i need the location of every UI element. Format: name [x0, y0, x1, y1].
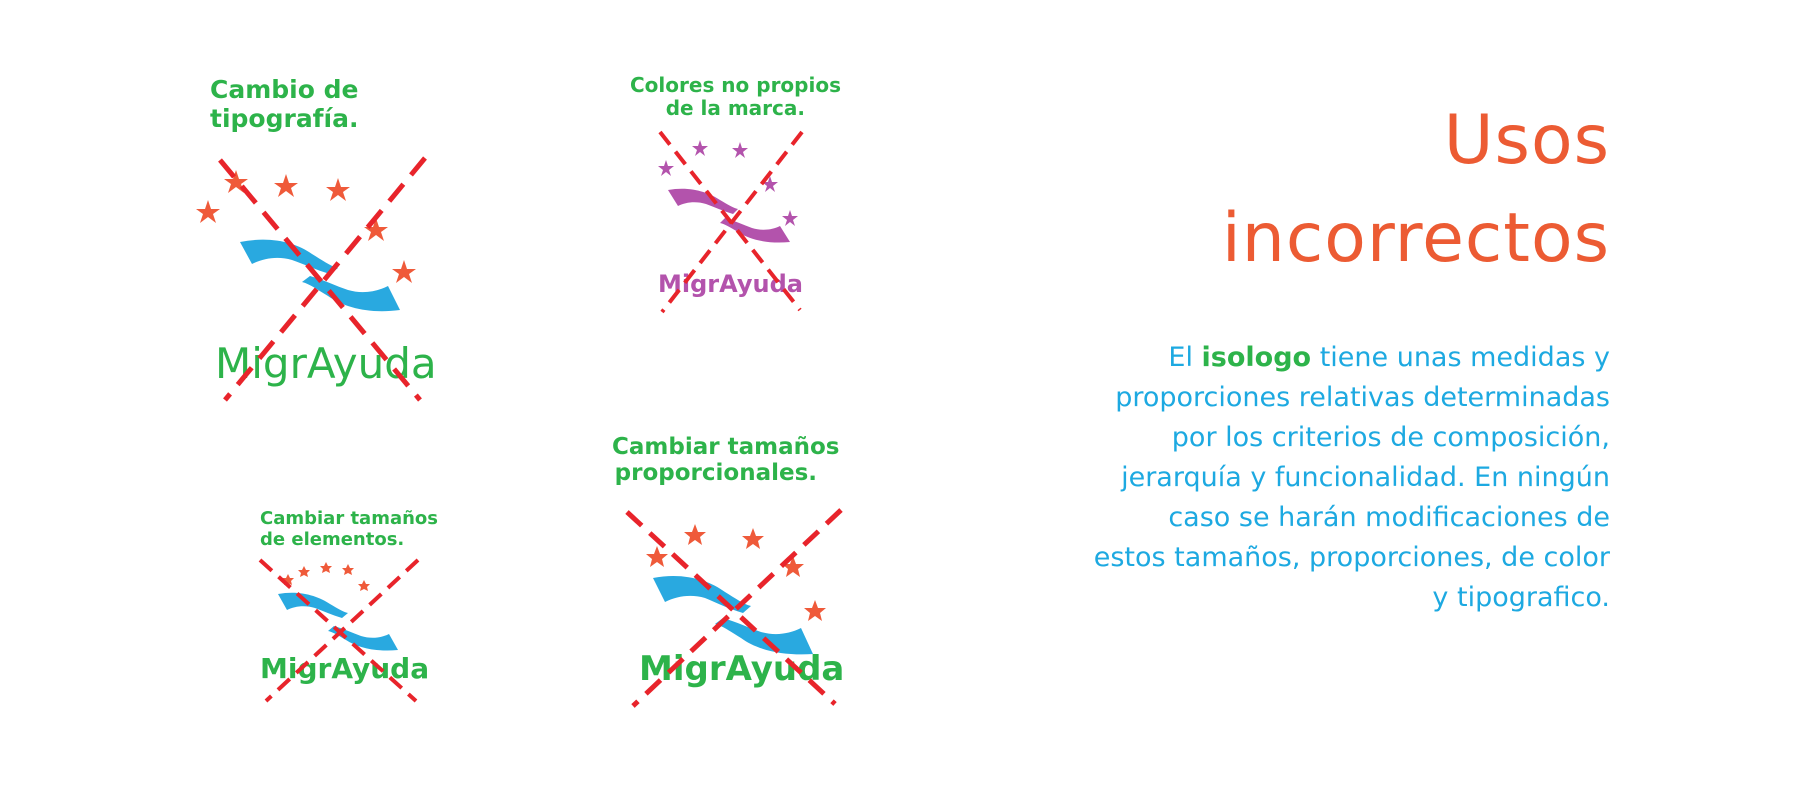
stars-icon [646, 524, 826, 621]
cross-icon [658, 130, 804, 314]
example-element-sizes: Cambiar tamaños de elementos. MigrAyuda [0, 0, 438, 703]
caption-typography: Cambio de tipografía. [210, 75, 359, 134]
stars-icon [658, 140, 798, 226]
hands-icon [240, 239, 400, 312]
example-wrong-colors: Colores no propios de la marca. MigrAyud… [0, 0, 841, 314]
hands-icon [653, 575, 813, 655]
hands-icon [278, 592, 398, 651]
stars-icon [282, 562, 370, 591]
title-line1: Usos [1443, 101, 1610, 180]
caption-colors: Colores no propios de la marca. [630, 74, 841, 120]
example-typography-change: Cambio de tipografía. MigrAyuda [0, 0, 437, 402]
caption-line1: Cambiar tamaños [612, 434, 840, 460]
description-part1: El [1168, 342, 1193, 373]
cross-icon [258, 558, 420, 703]
logo-wrong-colors: MigrAyuda [658, 130, 804, 314]
hands-icon [668, 188, 790, 243]
page-title: Usos incorrectos [1222, 92, 1610, 288]
logo-element-sizes: MigrAyuda [258, 558, 429, 703]
caption-line2: proporcionales. [614, 460, 817, 487]
description-highlight: isologo [1201, 342, 1312, 373]
description-paragraph: El isologo tiene unas medidas y proporci… [1090, 338, 1610, 618]
wordmark-typography: MigrAyuda [215, 339, 437, 388]
caption-line2: de elementos. [260, 528, 405, 550]
logo-proportional-sizes: MigrAyuda [625, 508, 844, 708]
wordmark-element-sizes: MigrAyuda [260, 652, 429, 685]
caption-line2: de la marca. [665, 96, 805, 120]
caption-line1: Cambiar tamaños [260, 508, 439, 529]
caption-element-sizes: Cambiar tamaños de elementos. [260, 508, 439, 550]
wordmark-colors: MigrAyuda [658, 270, 803, 298]
stars-icon [196, 170, 416, 283]
description-part2: tiene unas medidas y proporciones relati… [1093, 342, 1610, 613]
caption-line1: Cambio de [210, 75, 359, 104]
caption-proportional: Cambiar tamaños proporcionales. [612, 434, 839, 487]
caption-line2: tipografía. [210, 103, 359, 133]
caption-line1: Colores no propios [630, 73, 841, 97]
cross-icon [625, 508, 843, 708]
example-proportional-sizes: Cambiar tamaños proporcionales. MigrAyud… [0, 0, 844, 708]
title-line2: incorrectos [1221, 199, 1610, 278]
cross-icon [218, 156, 427, 402]
logo-typography-change: MigrAyuda [196, 156, 437, 402]
